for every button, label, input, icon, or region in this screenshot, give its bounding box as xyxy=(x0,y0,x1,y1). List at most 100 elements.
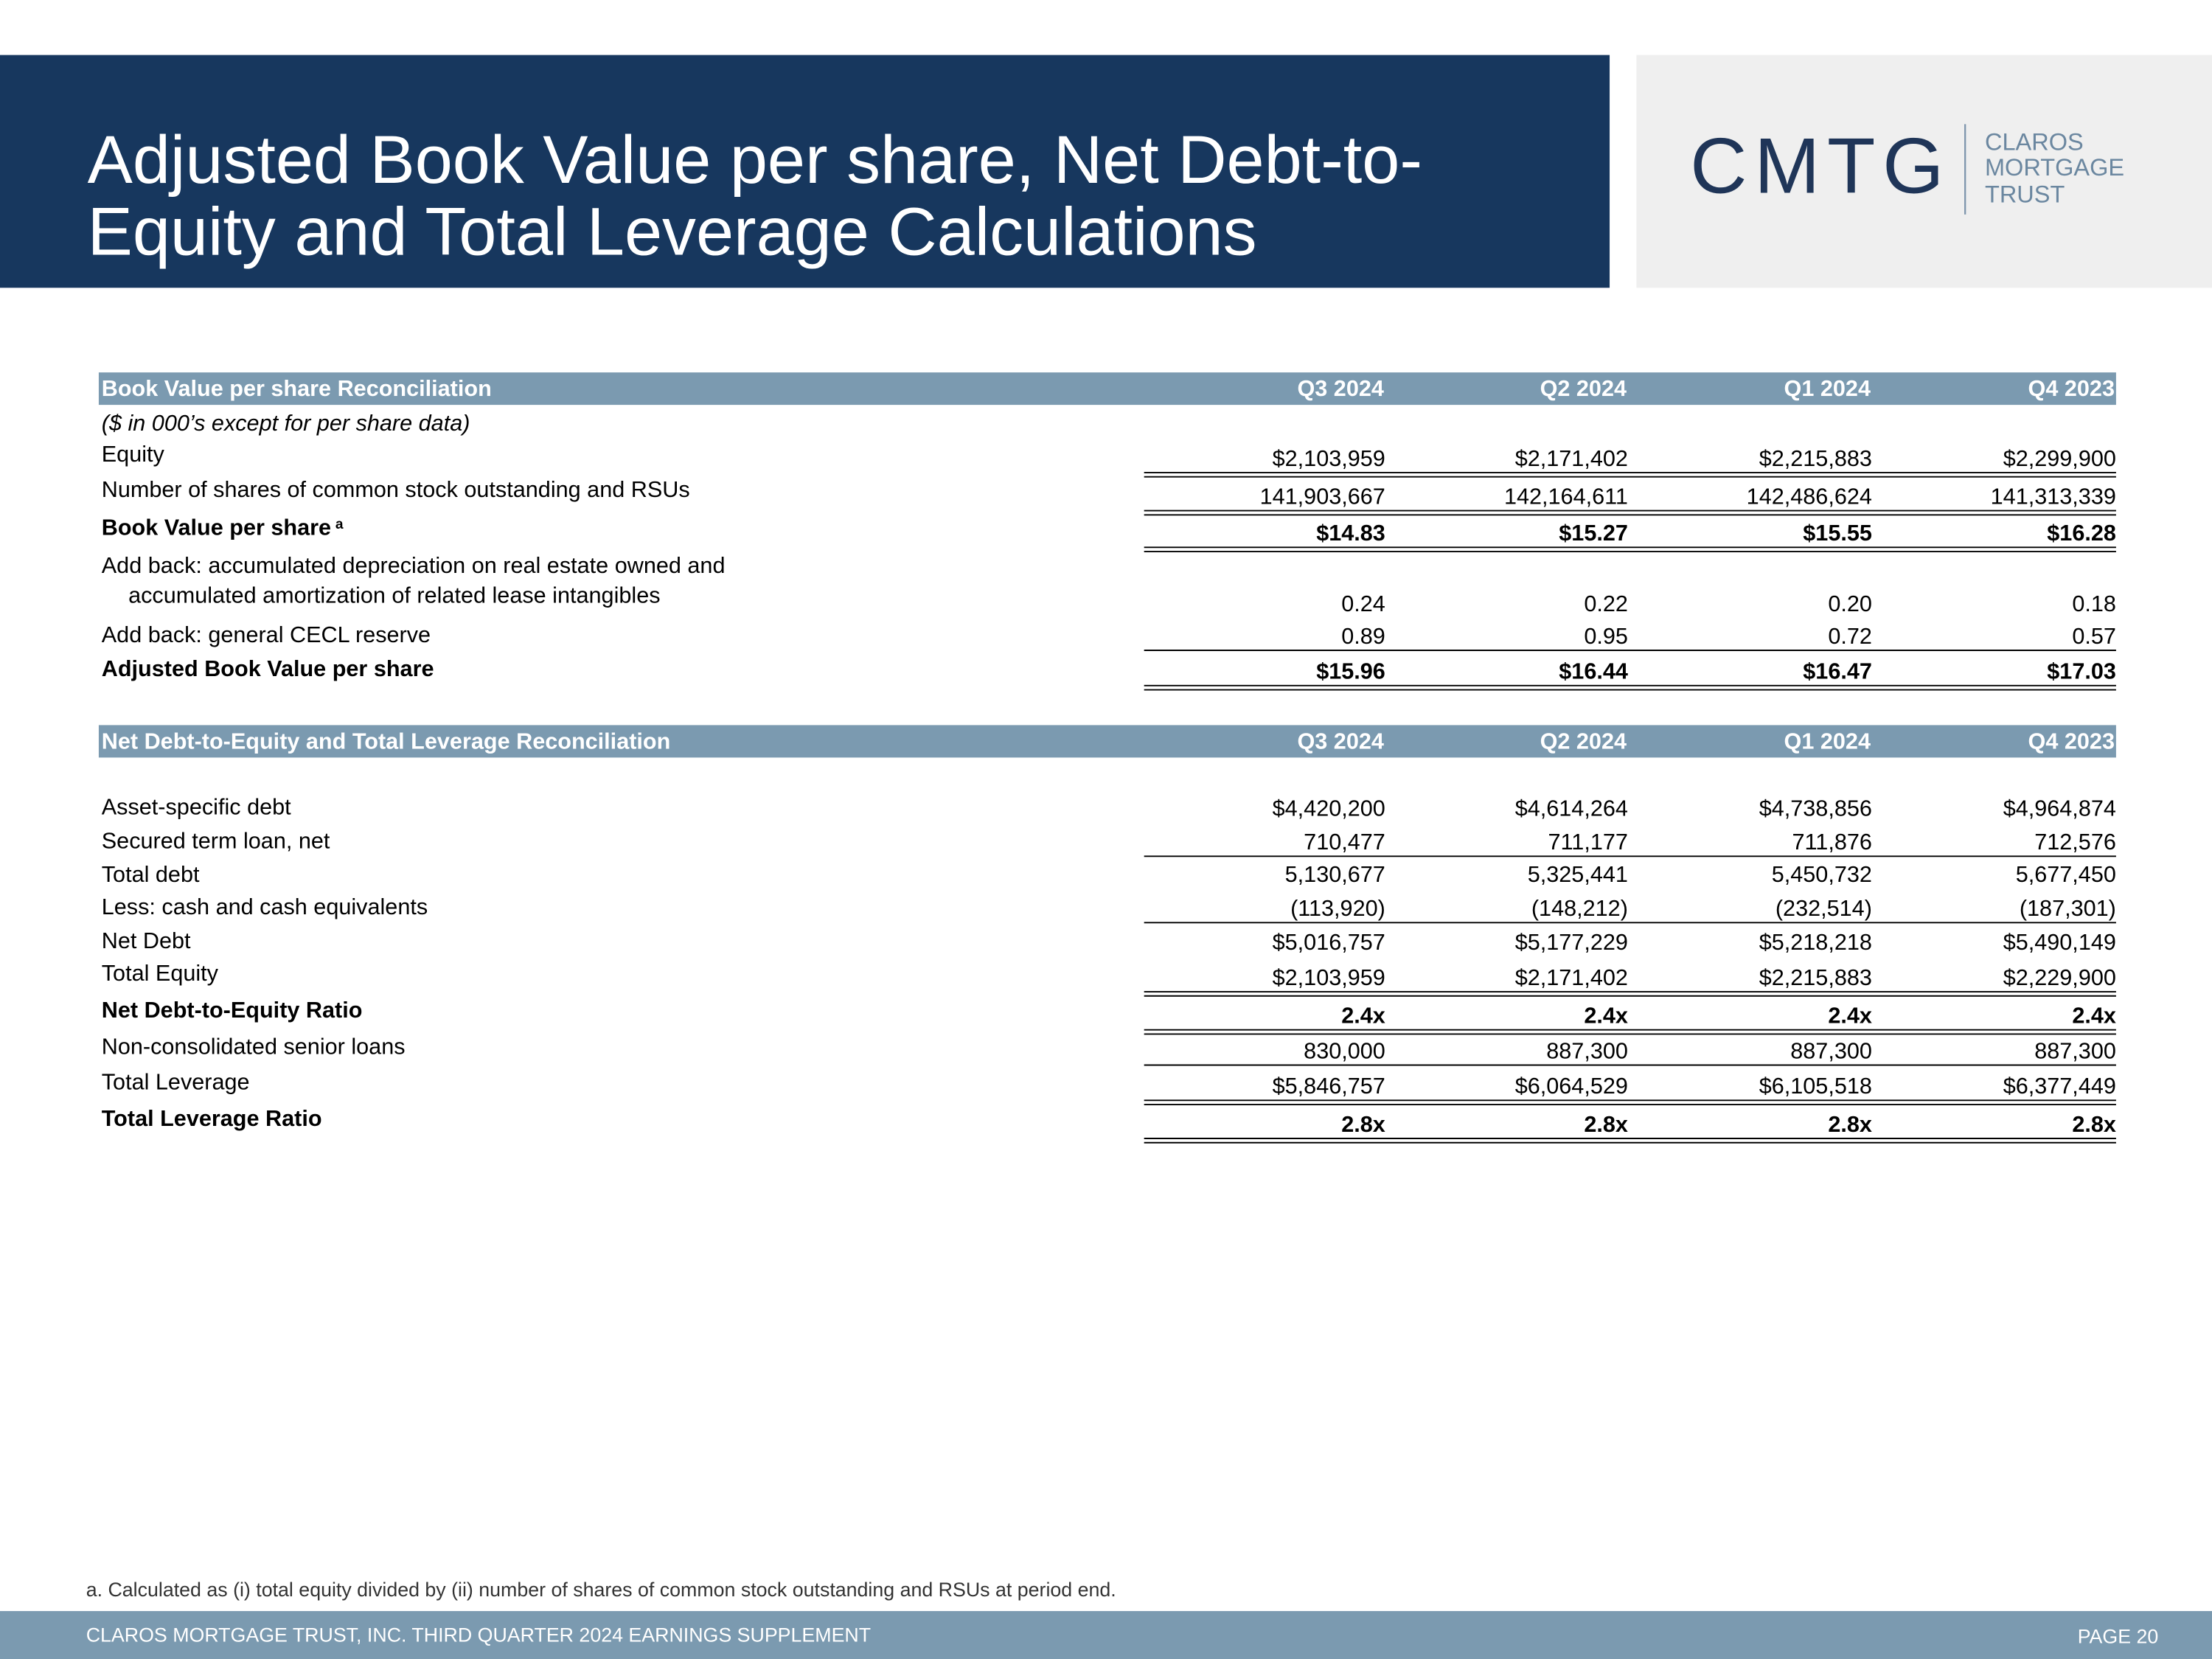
cell-value: 711,876 xyxy=(1792,830,1872,855)
column-header: Q4 2023 xyxy=(2028,728,2115,754)
cell-value: (113,920) xyxy=(1290,896,1385,921)
cell-value: 0.24 xyxy=(1341,591,1385,616)
row-label: Add back: general CECL reserve xyxy=(102,622,431,647)
cell-value: 2.4x xyxy=(2072,1004,2116,1029)
row-label: Total Leverage xyxy=(102,1069,250,1094)
cell-value: $2,103,959 xyxy=(1273,965,1385,990)
cell-value: 2.8x xyxy=(1584,1112,1628,1137)
cell-value: $5,218,218 xyxy=(1759,930,1872,955)
row-label: Number of shares of common stock outstan… xyxy=(102,477,690,502)
cell-value: 0.18 xyxy=(2072,591,2116,616)
cell-value: 0.72 xyxy=(1828,624,1872,649)
cell-value: 142,164,611 xyxy=(1504,484,1628,509)
cell-value: $2,171,402 xyxy=(1515,965,1628,990)
logo-name: MORTGAGE xyxy=(1985,154,2124,181)
cell-value: $5,846,757 xyxy=(1273,1074,1385,1099)
cell-value: 2.8x xyxy=(1341,1112,1385,1137)
logo-mark: CMTG xyxy=(1690,122,1944,210)
row-label: Net Debt xyxy=(102,928,191,953)
cell-value: $4,738,856 xyxy=(1759,796,1872,821)
row-label: Total Equity xyxy=(102,961,219,986)
footer-text: CLAROS MORTGAGE TRUST, INC. THIRD QUARTE… xyxy=(86,1624,871,1646)
cell-value: $2,229,900 xyxy=(2003,965,2116,990)
cell-value: $16.44 xyxy=(1559,659,1628,684)
row-label: Adjusted Book Value per share xyxy=(102,656,434,681)
cell-value: 0.22 xyxy=(1584,591,1628,616)
row-label: Total debt xyxy=(102,862,200,887)
cell-value: 5,677,450 xyxy=(2016,862,2116,887)
title: Equity and Total Leverage Calculations xyxy=(88,195,1257,270)
cell-value: 5,130,677 xyxy=(1285,862,1385,887)
cell-value: 887,300 xyxy=(1790,1038,1872,1063)
cell-value: 5,325,441 xyxy=(1528,862,1628,887)
logo-name: TRUST xyxy=(1985,181,2065,208)
column-header: Q1 2024 xyxy=(1784,728,1871,754)
column-header: Q4 2023 xyxy=(2028,376,2115,401)
cell-value: $6,064,529 xyxy=(1515,1074,1628,1099)
logo-name: CLAROS xyxy=(1985,129,2084,156)
cell-value: $6,377,449 xyxy=(2003,1074,2116,1099)
cell-value: $6,105,518 xyxy=(1759,1074,1872,1099)
cell-value: 0.20 xyxy=(1828,591,1872,616)
cell-value: 5,450,732 xyxy=(1772,862,1872,887)
cell-value: $5,016,757 xyxy=(1273,930,1385,955)
title-band xyxy=(0,55,1610,288)
row-label: Non-consolidated senior loans xyxy=(102,1034,406,1060)
cell-value: 0.57 xyxy=(2072,624,2116,649)
cell-value: $16.47 xyxy=(1803,659,1872,684)
cell-value: (148,212) xyxy=(1531,896,1628,921)
row-label: Secured term loan, net xyxy=(102,828,330,853)
cell-value: $2,215,883 xyxy=(1759,965,1872,990)
column-header: Q1 2024 xyxy=(1784,376,1871,401)
cell-value: 830,000 xyxy=(1304,1038,1385,1063)
cell-value: 712,576 xyxy=(2034,830,2116,855)
cell-value: 2.4x xyxy=(1828,1004,1872,1029)
section-title: Net Debt-to-Equity and Total Leverage Re… xyxy=(102,728,671,754)
column-header: Q3 2024 xyxy=(1297,376,1383,401)
footnote: a. Calculated as (i) total equity divide… xyxy=(86,1579,1116,1601)
cell-value: 142,486,624 xyxy=(1747,484,1872,509)
cell-value: $2,103,959 xyxy=(1273,446,1385,471)
footer-bar xyxy=(0,1610,2212,1659)
section-header-bar xyxy=(98,725,2116,758)
cell-value: $5,177,229 xyxy=(1515,930,1628,955)
units-note: ($ in 000’s except for per share data) xyxy=(102,411,470,436)
column-header: Q2 2024 xyxy=(1540,728,1627,754)
cell-value: $4,964,874 xyxy=(2003,796,2116,821)
cell-value: 887,300 xyxy=(2034,1038,2116,1063)
column-header: Q2 2024 xyxy=(1540,376,1627,401)
cell-value: (187,301) xyxy=(2020,896,2116,921)
cell-value: 0.95 xyxy=(1584,624,1628,649)
slide-content: Adjusted Book Value per share, Net Debt-… xyxy=(0,55,2212,1659)
cell-value: 2.8x xyxy=(2072,1112,2116,1137)
page-number: PAGE 20 xyxy=(2078,1625,2159,1647)
cell-value: $2,171,402 xyxy=(1515,446,1628,471)
cell-value: $16.28 xyxy=(2047,521,2116,546)
section-title: Book Value per share Reconciliation xyxy=(102,376,492,401)
cell-value: 887,300 xyxy=(1546,1038,1628,1063)
row-label: Asset-specific debt xyxy=(102,794,291,819)
cell-value: 141,313,339 xyxy=(1991,484,2116,509)
cell-value: 2.4x xyxy=(1341,1004,1385,1029)
cell-value: 141,903,667 xyxy=(1260,484,1385,509)
cell-value: $15.55 xyxy=(1803,521,1872,546)
section-header-bar xyxy=(98,372,2116,406)
row-label: Equity xyxy=(102,442,165,467)
cell-value: $2,299,900 xyxy=(2003,446,2116,471)
column-header: Q3 2024 xyxy=(1297,728,1383,754)
cell-value: 711,177 xyxy=(1548,830,1628,855)
cell-value: $15.27 xyxy=(1559,521,1628,546)
logo-box xyxy=(1636,55,2212,288)
cell-value: 710,477 xyxy=(1304,830,1385,855)
cell-value: 2.8x xyxy=(1828,1112,1872,1137)
row-label: Add back: accumulated depreciation on re… xyxy=(102,553,726,578)
cell-value: $14.83 xyxy=(1316,521,1385,546)
cell-value: $5,490,149 xyxy=(2003,930,2116,955)
cell-value: (232,514) xyxy=(1775,896,1872,921)
cell-value: $15.96 xyxy=(1316,659,1385,684)
row-label: Less: cash and cash equivalents xyxy=(102,894,428,919)
row-label: accumulated amortization of related leas… xyxy=(128,582,660,608)
cell-value: $4,420,200 xyxy=(1273,796,1385,821)
